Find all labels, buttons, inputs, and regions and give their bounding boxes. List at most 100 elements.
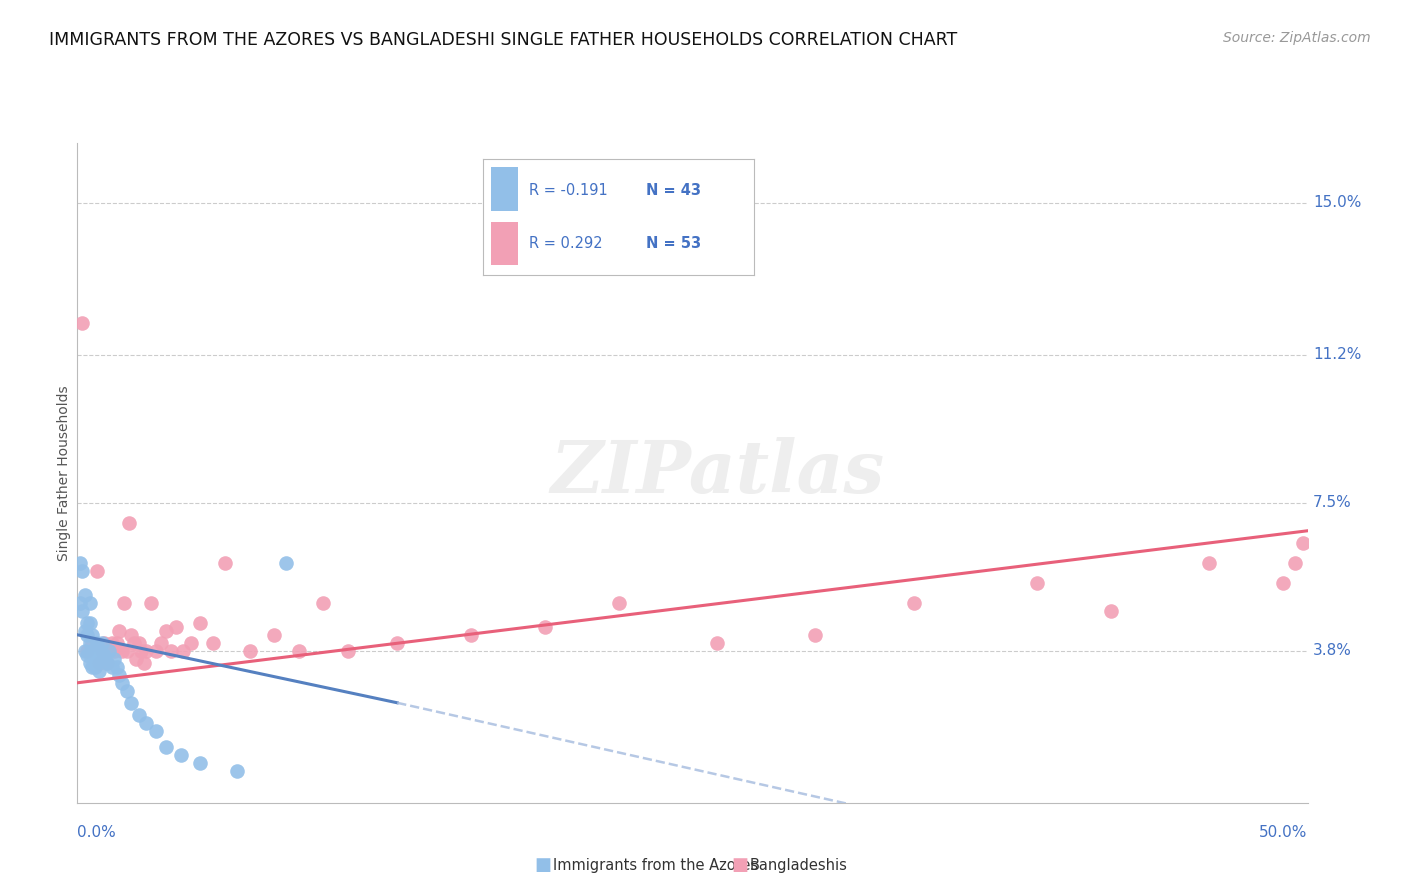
Y-axis label: Single Father Households: Single Father Households [58,385,72,560]
Point [83,660,105,674]
Point [135,644,157,658]
Point [135,715,157,730]
Point [128,636,150,650]
Point [226,764,249,778]
Point [115,644,138,658]
Point [79,656,101,670]
Point [121,628,143,642]
Point [76,615,98,630]
Point [101,636,124,650]
Text: 11.2%: 11.2% [1313,347,1361,362]
Text: 7.5%: 7.5% [1313,495,1353,510]
Point [79,615,101,630]
Point [82,628,104,642]
Point [1198,556,1220,570]
Point [69,556,91,570]
Point [385,636,409,650]
Point [111,675,132,690]
Point [128,707,150,722]
Point [263,628,285,642]
Point [70,604,93,618]
Point [111,644,132,658]
Text: Immigrants from the Azores: Immigrants from the Azores [553,858,758,872]
Point [103,652,125,666]
Point [132,656,155,670]
Point [607,596,630,610]
Point [239,644,262,658]
Text: Bangladeshis: Bangladeshis [749,858,848,872]
Point [276,556,298,570]
Point [1099,604,1122,618]
Point [98,644,121,658]
Point [89,664,111,678]
Point [122,636,145,650]
Point [96,656,118,670]
Point [90,636,114,650]
Point [155,739,177,754]
Point [125,652,148,666]
Point [101,660,124,674]
Point [73,624,96,638]
Point [76,648,98,662]
Point [129,644,153,658]
Point [188,615,212,630]
Point [1292,535,1315,549]
Point [145,644,167,658]
Point [86,564,108,578]
Text: ■: ■ [731,856,748,874]
Point [706,636,728,650]
Point [1284,556,1306,570]
Text: Source: ZipAtlas.com: Source: ZipAtlas.com [1223,31,1371,45]
Point [112,596,135,610]
Point [108,624,131,638]
Point [160,644,183,658]
Point [93,648,115,662]
Point [118,516,141,530]
Text: 0.0%: 0.0% [77,825,117,840]
Point [121,696,143,710]
Point [170,747,193,762]
Text: 3.8%: 3.8% [1313,643,1353,658]
Point [105,660,128,674]
Point [105,636,128,650]
Point [83,644,105,658]
Text: IMMIGRANTS FROM THE AZORES VS BANGLADESHI SINGLE FATHER HOUSEHOLDS CORRELATION C: IMMIGRANTS FROM THE AZORES VS BANGLADESH… [49,31,957,49]
Point [86,652,108,666]
Point [82,636,104,650]
Point [903,596,925,610]
Point [98,644,121,658]
Point [89,644,111,658]
Point [76,628,98,642]
Point [312,596,335,610]
Point [73,588,96,602]
Point [288,644,311,658]
Point [79,596,101,610]
Point [180,636,202,650]
Point [804,628,827,642]
Point [82,644,104,658]
Point [82,660,104,674]
Point [460,628,482,642]
Point [214,556,236,570]
Text: ■: ■ [534,856,551,874]
Point [103,644,125,658]
Point [337,644,360,658]
Point [201,636,224,650]
Point [155,624,177,638]
Point [145,723,167,738]
Point [90,644,114,658]
Point [96,656,118,670]
Text: 50.0%: 50.0% [1260,825,1308,840]
Text: ZIPatlas: ZIPatlas [550,437,884,508]
Text: 15.0%: 15.0% [1313,195,1361,211]
Point [188,756,212,770]
Point [1272,575,1295,590]
Point [70,564,93,578]
Point [150,636,173,650]
Point [79,636,101,650]
Point [115,683,138,698]
Point [141,596,163,610]
Point [172,644,194,658]
Point [76,644,98,658]
Point [69,596,91,610]
